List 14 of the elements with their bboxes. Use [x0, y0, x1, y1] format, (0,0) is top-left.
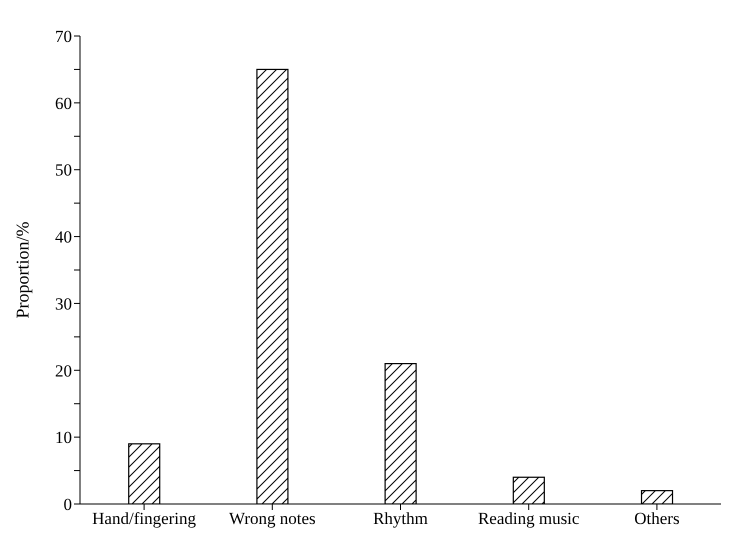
- y-tick-label: 50: [55, 160, 72, 180]
- x-tick-label: Hand/fingering: [92, 509, 197, 528]
- y-tick-label: 70: [55, 27, 72, 46]
- x-tick-label: Rhythm: [373, 509, 428, 528]
- y-tick-label: 40: [55, 228, 72, 247]
- y-axis-title: Proportion/%: [12, 222, 32, 318]
- y-tick-label: 30: [55, 294, 72, 314]
- x-tick-label: Others: [634, 509, 680, 528]
- x-tick-label: Reading music: [478, 509, 580, 528]
- y-tick-label: 60: [55, 94, 72, 113]
- x-tick-label: Wrong notes: [228, 509, 316, 528]
- y-tick-label: 20: [55, 361, 72, 380]
- y-tick-label: 0: [64, 495, 72, 514]
- y-tick-label: 10: [55, 428, 72, 448]
